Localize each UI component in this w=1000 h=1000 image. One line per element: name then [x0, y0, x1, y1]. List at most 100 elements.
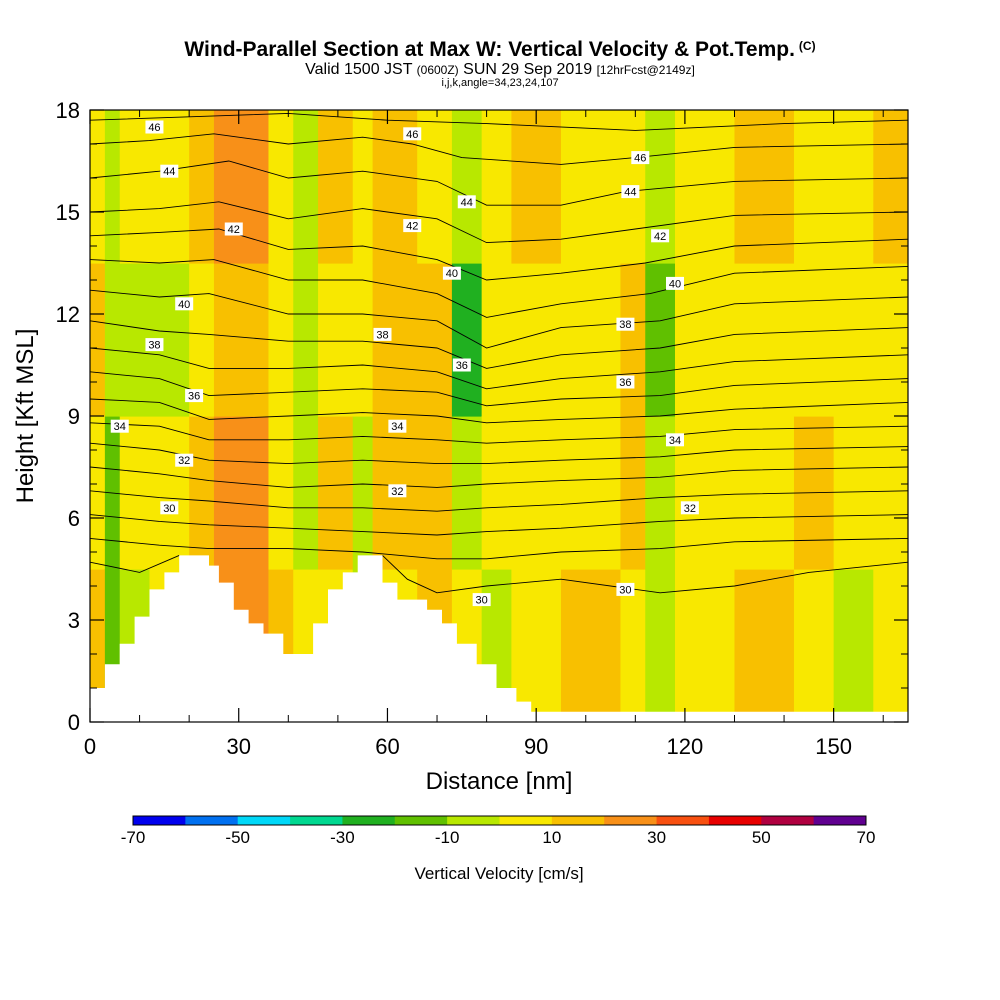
theta-contour-34 — [90, 466, 908, 488]
contour-label-bg — [160, 501, 179, 515]
colorbar-swatch — [499, 816, 553, 825]
colorbar-swatch — [394, 816, 448, 825]
velocity-cell — [90, 263, 106, 417]
theta-contour-30 — [90, 537, 908, 560]
velocity-cell — [318, 110, 354, 264]
velocity-cell — [417, 110, 453, 264]
contour-label-text: 30 — [619, 584, 631, 596]
velocity-cell — [149, 416, 190, 570]
velocity-cell — [481, 263, 512, 417]
theta-contour-46 — [90, 112, 908, 131]
velocity-cell — [417, 263, 453, 417]
colorbar-swatch — [656, 816, 710, 825]
chart-title-text: Wind-Parallel Section at Max W: Vertical… — [184, 38, 795, 61]
colorbar-swatch — [604, 816, 657, 825]
velocity-cell — [873, 416, 908, 570]
velocity-cell — [149, 110, 190, 264]
colorbar-swatch — [813, 816, 867, 825]
contour-label: 38 — [145, 338, 164, 352]
contour-label: 38 — [616, 317, 635, 331]
theta-contour-40 — [90, 289, 908, 349]
contour-label-text: 34 — [114, 421, 126, 433]
velocity-cell — [645, 569, 676, 722]
contour-label-text: 34 — [669, 435, 681, 447]
contour-label: 46 — [631, 151, 650, 165]
contour-label-bg — [452, 358, 471, 372]
contour-label: 36 — [452, 358, 471, 372]
contour-label: 34 — [665, 433, 684, 447]
colorbar-swatch — [237, 816, 291, 825]
velocity-cell — [104, 110, 121, 264]
contour-label-bg — [651, 229, 670, 243]
velocity-cell — [793, 263, 835, 417]
contour-label: 46 — [145, 120, 164, 134]
velocity-cell — [674, 569, 736, 722]
contour-label: 34 — [388, 419, 407, 433]
velocity-cell — [318, 416, 354, 570]
contour-label: 38 — [373, 327, 392, 341]
contour-label: 42 — [651, 229, 670, 243]
contour-label-bg — [160, 164, 179, 178]
colorbar-tick-label: 30 — [647, 828, 666, 847]
velocity-cell — [873, 110, 908, 264]
chart-title: Wind-Parallel Section at Max W: Vertical… — [0, 38, 1000, 62]
velocity-cell — [734, 110, 795, 264]
contour-label-text: 36 — [188, 391, 200, 403]
contour-label: 36 — [185, 389, 204, 403]
x-tick-label: 150 — [815, 734, 852, 759]
contour-label-text: 36 — [456, 360, 468, 372]
contour-label-bg — [403, 219, 422, 233]
contour-label: 32 — [388, 484, 407, 498]
contour-label: 30 — [160, 501, 179, 515]
chart-subtitle: Valid 1500 JST (0600Z) SUN 29 Sep 2019 [… — [0, 61, 1000, 79]
contour-label: 42 — [224, 222, 243, 236]
theta-contour-30 — [90, 554, 180, 573]
contour-label-bg — [175, 297, 194, 311]
velocity-cell — [481, 110, 512, 264]
colorbar — [132, 815, 867, 826]
theta-contour-32 — [90, 514, 908, 536]
velocity-cell — [511, 263, 562, 417]
colorbar-label: Vertical Velocity [cm/s] — [414, 864, 583, 883]
colorbar-swatch — [342, 816, 396, 825]
y-axis-label: Height [Kft MSL] — [12, 329, 39, 504]
theta-contour-36 — [90, 398, 908, 424]
contour-label-text: 40 — [669, 278, 681, 290]
contour-label-bg — [175, 453, 194, 467]
x-axis-label: Distance [nm] — [426, 768, 573, 795]
velocity-cell — [734, 569, 795, 722]
velocity-cell — [90, 110, 106, 264]
velocity-cell — [268, 416, 294, 570]
contour-label: 40 — [665, 276, 684, 290]
velocity-cell — [451, 416, 483, 570]
theta-contour-38 — [90, 347, 908, 390]
contour-label-text: 32 — [178, 455, 190, 467]
contour-label-text: 36 — [619, 377, 631, 389]
velocity-cell — [213, 263, 270, 417]
x-axis: 0 30 60 90 120 150 — [84, 110, 884, 759]
y-tick-label: 18 — [56, 98, 80, 123]
contour-label-bg — [388, 419, 407, 433]
contour-label-bg — [616, 375, 635, 389]
y-tick-label: 0 — [68, 710, 80, 735]
contour-label-text: 32 — [391, 486, 403, 498]
velocity-cell — [511, 110, 562, 264]
velocity-cell — [620, 416, 646, 570]
velocity-cell — [833, 416, 874, 570]
velocity-field — [90, 110, 908, 722]
subtitle-utc: (0600Z) — [416, 63, 459, 77]
contour-label-bg — [388, 484, 407, 498]
colorbar-swatch — [551, 816, 605, 825]
velocity-cell — [560, 569, 622, 722]
x-tick-label: 30 — [226, 734, 250, 759]
velocity-cell — [793, 110, 835, 264]
velocity-cell — [189, 416, 215, 570]
velocity-cell — [293, 110, 319, 264]
contour-label-bg — [616, 317, 635, 331]
y-tick-label: 9 — [68, 404, 80, 429]
colorbar-tick-label: -30 — [330, 828, 355, 847]
velocity-cell — [119, 263, 151, 417]
theta-contour-32 — [90, 490, 908, 512]
